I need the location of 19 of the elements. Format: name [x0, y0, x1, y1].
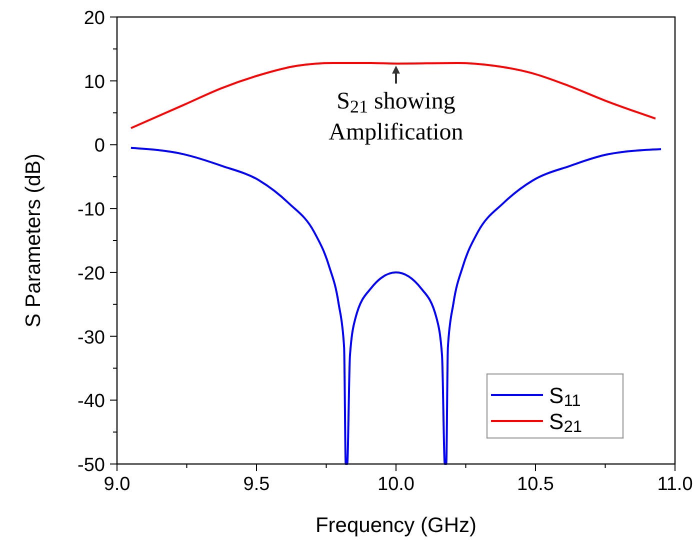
x-axis-title: Frequency (GHz) — [315, 514, 477, 537]
annotation: S$_{21}$ showing Amplification — [328, 88, 464, 146]
legend-label: S$_{11}$ — [549, 383, 581, 410]
y-axis-title: S Parameters (dB) — [22, 154, 45, 328]
legend-label: S$_{21}$ — [549, 409, 582, 436]
line-series — [130, 146, 662, 465]
x-tick-label: 11.0 — [657, 474, 693, 495]
x-tick-label: 10.0 — [378, 474, 414, 495]
y-tick-label: -30 — [78, 327, 105, 348]
x-tick-label: 10.5 — [517, 474, 554, 495]
x-tick-label: 9.5 — [243, 474, 270, 495]
y-tick-label: -20 — [78, 263, 105, 284]
y-tick-label: -50 — [78, 455, 105, 476]
y-tick-label: 0 — [94, 136, 105, 157]
x-tick-label: 9.0 — [104, 474, 130, 495]
y-tick-label: 10 — [84, 72, 105, 93]
y-tick-label: 20 — [84, 8, 105, 29]
y-tick-label: -10 — [78, 200, 105, 221]
y-tick-label: -40 — [78, 391, 105, 412]
